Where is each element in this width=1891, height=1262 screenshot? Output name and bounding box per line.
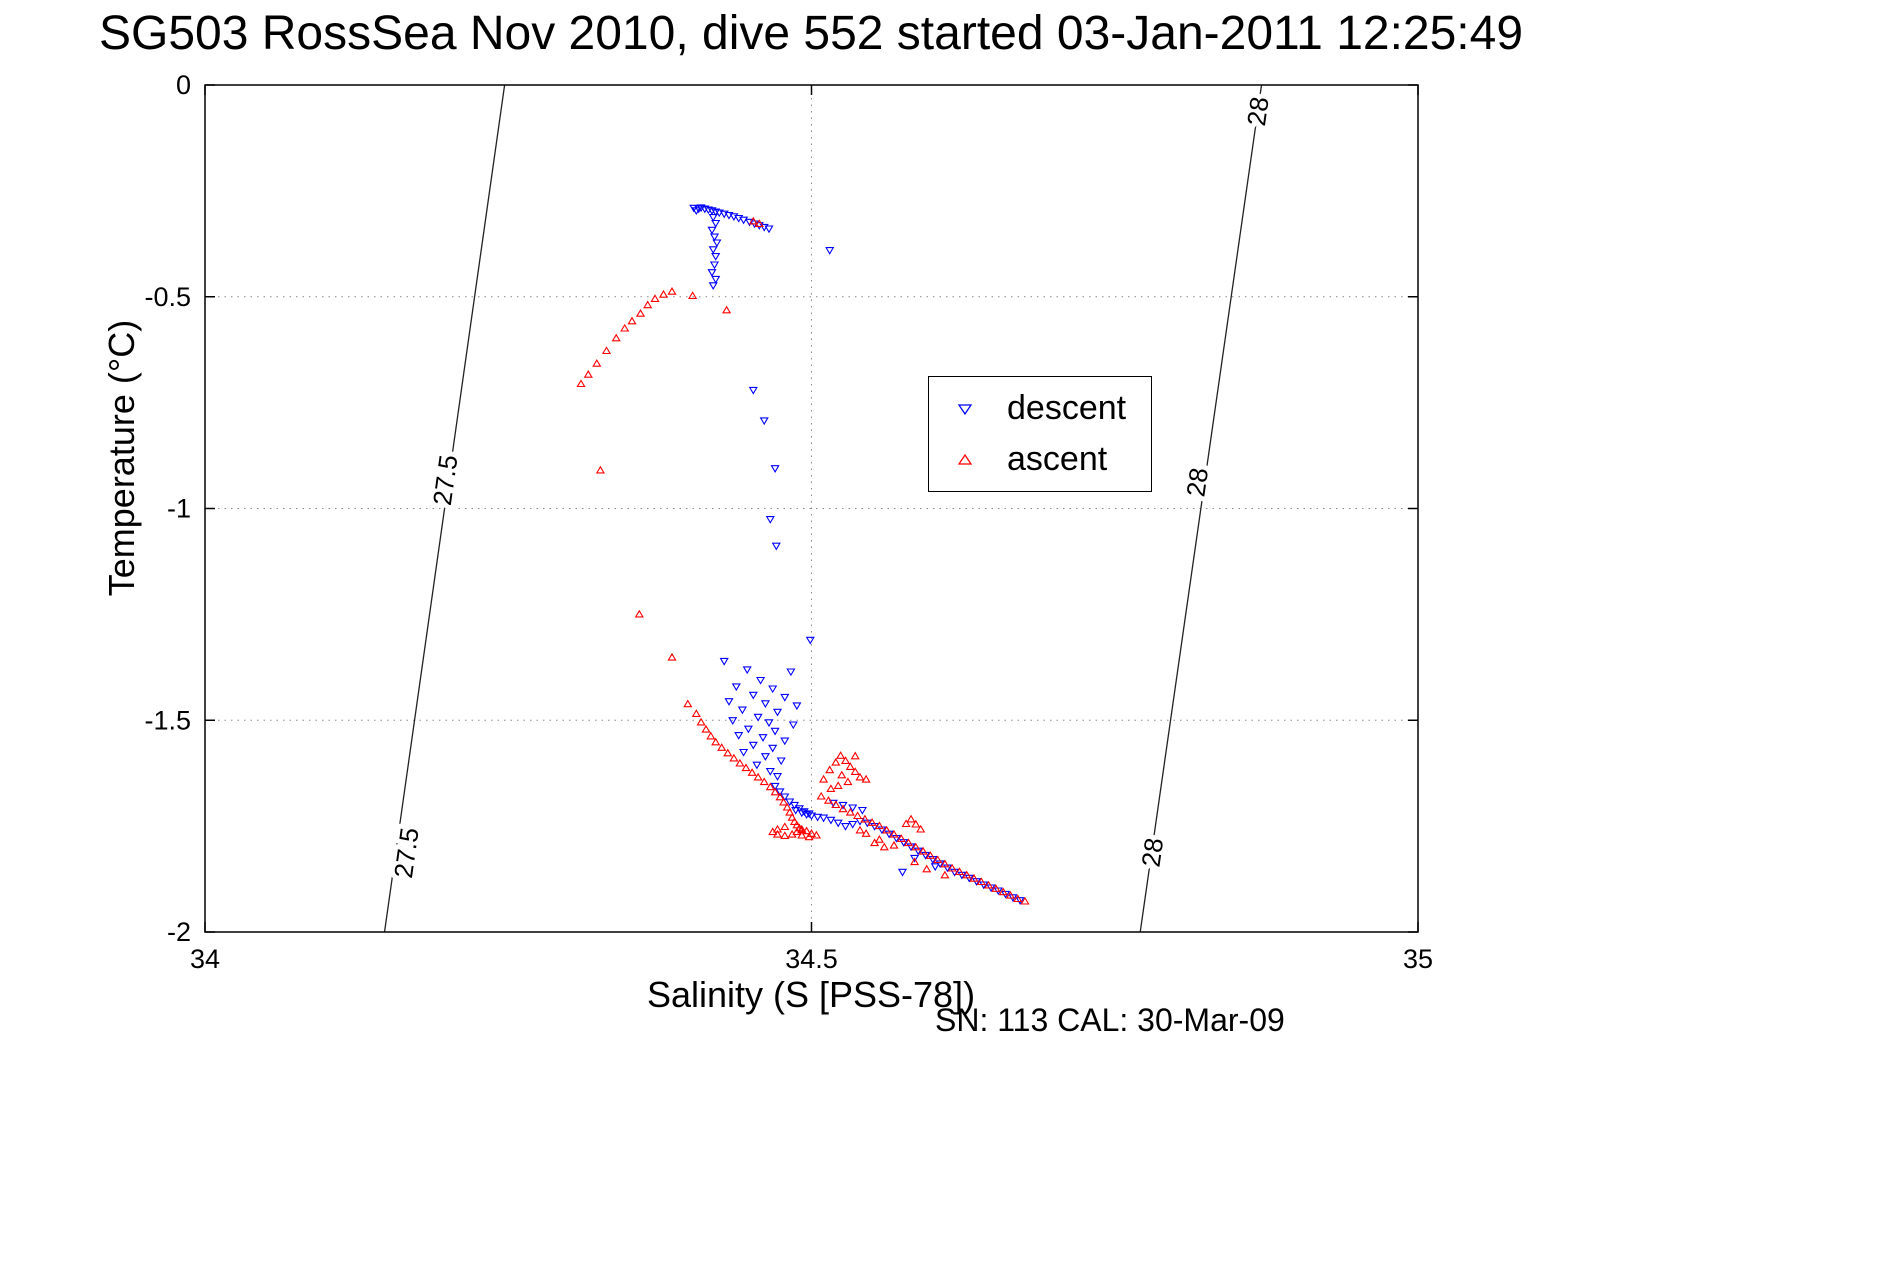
- y-tick-label: -1: [167, 494, 191, 524]
- contour-line-28: [1139, 84, 1263, 933]
- legend: descent ascent: [928, 376, 1152, 492]
- contour-line-27.5: [383, 84, 506, 933]
- contour-label-28: 28: [1180, 466, 1214, 499]
- chart-title: SG503 RossSea Nov 2010, dive 552 started…: [98, 7, 1524, 60]
- legend-item-ascent: ascent: [929, 440, 1151, 479]
- triangle-down-icon: [929, 402, 1001, 416]
- ascent-points: [576, 216, 1030, 905]
- x-tick-label: 35: [1403, 944, 1433, 974]
- sensor-annotation: SN: 113 CAL: 30-Mar-09: [935, 1002, 1285, 1038]
- x-tick-label: 34.5: [785, 944, 838, 974]
- contour-label-27.5: 27.5: [388, 826, 425, 880]
- legend-label-ascent: ascent: [1007, 440, 1108, 478]
- y-axis-label: Temperature (°C): [101, 319, 142, 597]
- y-tick-label: 0: [176, 70, 191, 100]
- legend-label-descent: descent: [1007, 389, 1127, 427]
- descent-points: [689, 204, 1025, 905]
- triangle-up-icon: [929, 453, 1001, 467]
- y-tick-label: -2: [167, 917, 191, 947]
- y-tick-label: -1.5: [144, 705, 191, 735]
- contour-label-27.5: 27.5: [427, 453, 464, 507]
- x-tick-label: 34: [190, 944, 220, 974]
- contour-label-28: 28: [1241, 95, 1275, 128]
- y-tick-label: -0.5: [144, 282, 191, 312]
- legend-item-descent: descent: [929, 389, 1151, 428]
- x-axis-label: Salinity (S [PSS-78]): [646, 974, 976, 1015]
- contour-label-28: 28: [1135, 836, 1169, 869]
